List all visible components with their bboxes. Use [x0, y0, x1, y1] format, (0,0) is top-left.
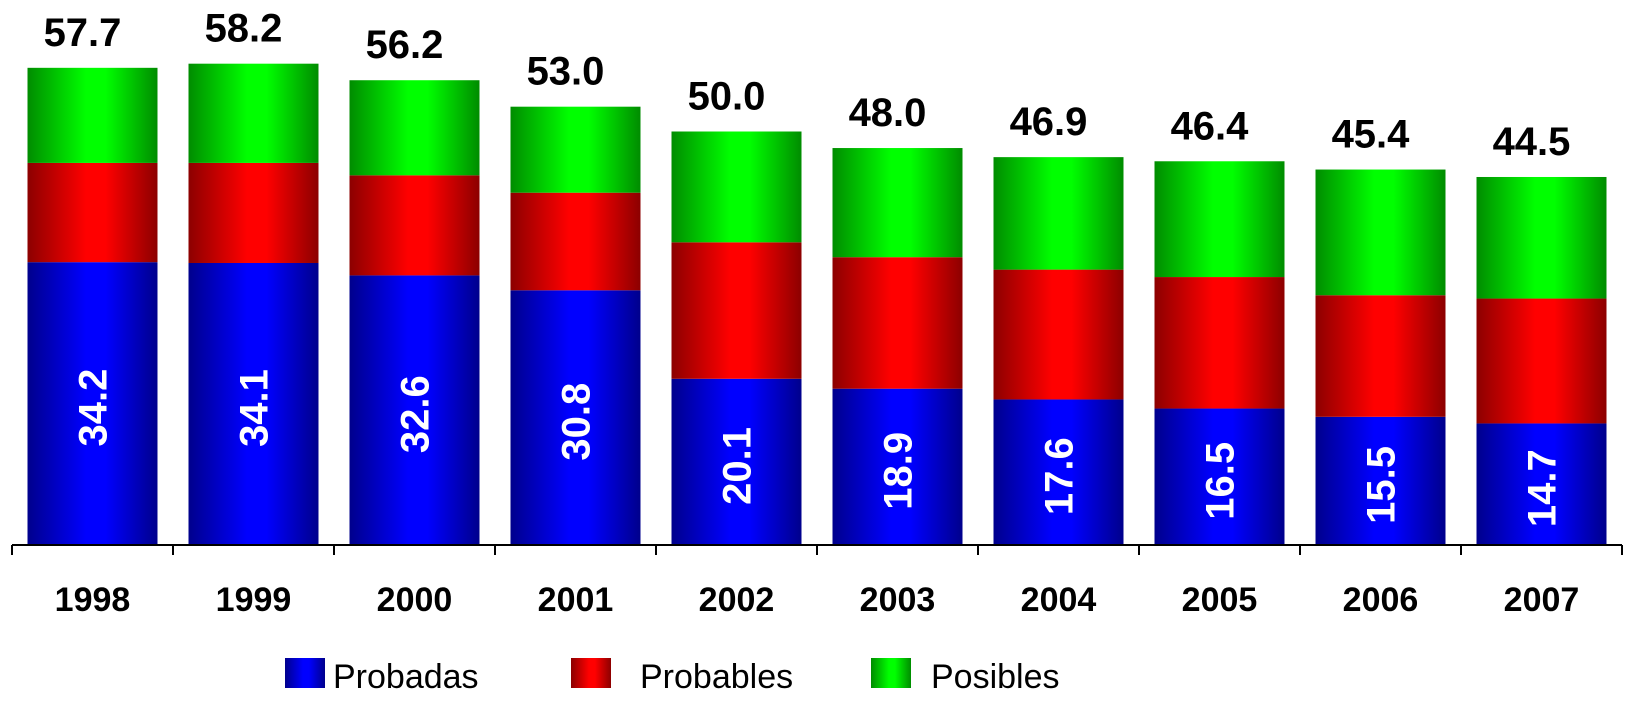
total-label-2007: 44.5 [1493, 120, 1571, 164]
probadas-label-2001: 30.8 [555, 383, 599, 461]
total-label-1999: 58.2 [205, 7, 283, 51]
category-label-2002: 2002 [699, 581, 775, 619]
probadas-label-2006: 15.5 [1360, 446, 1404, 524]
bar-probadas-2005 [1154, 408, 1285, 545]
category-label-2004: 2004 [1021, 581, 1097, 619]
category-label-2001: 2001 [538, 581, 614, 619]
category-label-1999: 1999 [216, 581, 292, 619]
bar-posibles-1998 [27, 67, 158, 163]
bar-probables-2005 [1154, 277, 1285, 409]
bar-probables-2001 [510, 192, 641, 291]
legend-label-probables: Probables [640, 658, 793, 696]
legend-swatch-posibles [871, 658, 911, 688]
total-label-2004: 46.9 [1010, 100, 1088, 144]
bar-probables-2006 [1315, 295, 1446, 417]
bar-probadas-2004 [993, 399, 1124, 545]
probadas-label-2004: 17.6 [1038, 437, 1082, 515]
bar-posibles-2001 [510, 106, 641, 193]
probadas-label-1999: 34.1 [233, 369, 277, 447]
bar-probables-2003 [832, 257, 963, 389]
bar-probadas-2002 [671, 378, 802, 545]
bar-probables-2002 [671, 242, 802, 379]
category-label-2003: 2003 [860, 581, 936, 619]
total-label-2002: 50.0 [688, 75, 766, 119]
legend-label-probadas: Probadas [333, 658, 479, 696]
category-label-2005: 2005 [1182, 581, 1258, 619]
total-label-2001: 53.0 [527, 50, 605, 94]
bar-probadas-2007 [1476, 423, 1607, 545]
labels-group: 57.7 34.2 1998 58.2 34.1 1999 56.2 32.6 2000 53.0… [44, 7, 1580, 619]
bar-posibles-2007 [1476, 176, 1607, 299]
total-label-2000: 56.2 [366, 23, 444, 67]
bar-probables-2007 [1476, 298, 1607, 424]
bar-probables-2000 [349, 175, 480, 276]
bar-probadas-1999 [188, 262, 319, 545]
bar-probables-1999 [188, 162, 319, 263]
bar-probadas-2006 [1315, 416, 1446, 545]
legend-label-posibles: Posibles [931, 658, 1060, 696]
bar-probadas-2003 [832, 388, 963, 545]
probadas-label-1998: 34.2 [72, 369, 116, 447]
probadas-label-2002: 20.1 [716, 427, 760, 505]
probadas-label-2005: 16.5 [1199, 442, 1243, 520]
bar-posibles-1999 [188, 63, 319, 163]
probadas-label-2007: 14.7 [1521, 449, 1565, 527]
category-label-1998: 1998 [55, 581, 131, 619]
legend-swatch-probadas [285, 658, 325, 688]
total-label-2003: 48.0 [849, 91, 927, 135]
bars-group [27, 63, 1607, 545]
category-label-2000: 2000 [377, 581, 453, 619]
bar-probables-2004 [993, 269, 1124, 400]
legend-swatch-probables [571, 658, 611, 688]
bar-probadas-2001 [510, 290, 641, 545]
total-label-2006: 45.4 [1332, 113, 1411, 157]
bar-probadas-1998 [27, 262, 158, 545]
bar-probables-1998 [27, 162, 158, 263]
category-label-2007: 2007 [1504, 581, 1580, 619]
x-axis [11, 544, 1623, 555]
bar-posibles-2000 [349, 80, 480, 176]
legend: Probadas Probables Posibles [285, 658, 1060, 696]
bar-probadas-2000 [349, 275, 480, 545]
bar-posibles-2003 [832, 148, 963, 258]
category-label-2006: 2006 [1343, 581, 1419, 619]
bar-posibles-2004 [993, 157, 1124, 270]
total-label-2005: 46.4 [1171, 104, 1250, 148]
probadas-label-2000: 32.6 [394, 375, 438, 453]
bar-posibles-2002 [671, 131, 802, 243]
bar-posibles-2005 [1154, 161, 1285, 278]
total-label-1998: 57.7 [44, 11, 122, 55]
bar-posibles-2006 [1315, 169, 1446, 296]
probadas-label-2003: 18.9 [877, 432, 921, 510]
